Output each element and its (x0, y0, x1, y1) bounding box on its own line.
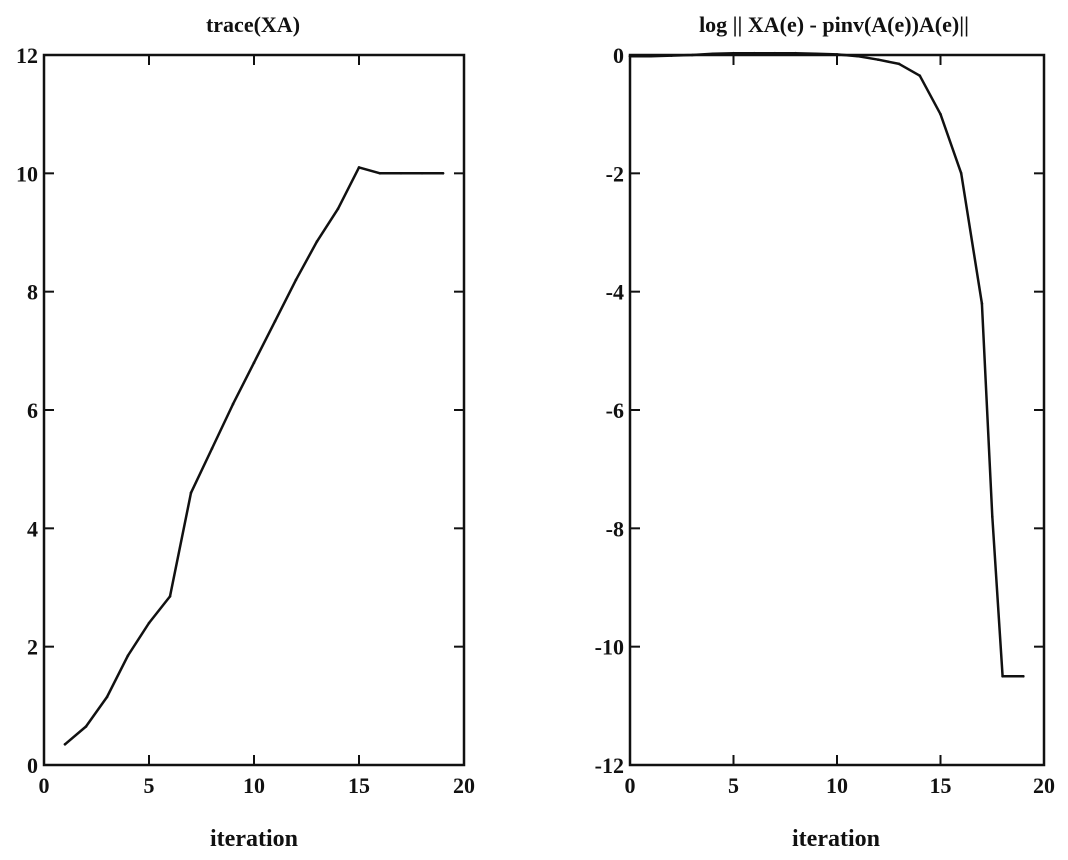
left-data-point (126, 654, 130, 657)
right-data-point (1022, 675, 1025, 678)
left-data-point (315, 240, 319, 243)
left-x-tick-label: 10 (243, 773, 265, 798)
right-data-point (877, 58, 880, 61)
right-data-point (918, 74, 922, 77)
right-y-tick-label: 0 (613, 43, 624, 68)
left-y-tick-label: 2 (27, 635, 38, 660)
right-data-point (752, 51, 756, 55)
right-y-tick-label: -8 (606, 516, 624, 541)
left-data-point (210, 447, 214, 450)
right-data-point (732, 51, 735, 55)
left-data-point (147, 621, 151, 625)
left-data-point (168, 595, 172, 598)
right-y-tick-label: -6 (606, 398, 624, 423)
left-x-tick-label: 20 (453, 773, 475, 798)
left-y-tick-label: 4 (27, 516, 38, 541)
right-data-point (856, 54, 859, 58)
right-axis-ticks: 0 5 10 15 20 0 -2 -4 -6 -8 -10 -12 (595, 43, 1055, 798)
left-y-tick-label: 6 (27, 398, 38, 423)
left-data-points (63, 166, 445, 746)
right-x-tick-label: 5 (728, 773, 739, 798)
right-data-point (628, 54, 632, 58)
right-x-tick-label: 15 (930, 773, 952, 798)
left-data-point (336, 207, 340, 211)
left-x-tick-label: 15 (348, 773, 370, 798)
left-data-point (378, 172, 382, 175)
left-series-line (63, 166, 445, 746)
right-chart: log || XA(e) - pinv(A(e))A(e)|| 0 5 10 15 20… (595, 12, 1055, 852)
right-data-point (835, 53, 839, 56)
left-data-point (441, 172, 445, 175)
right-data-point (939, 112, 942, 116)
left-y-tick-label: 12 (16, 43, 38, 68)
left-axis-ticks: 0 5 10 15 20 0 2 4 6 8 10 12 (16, 43, 475, 798)
right-data-point (897, 62, 901, 66)
right-data-point (794, 51, 797, 55)
right-data-points (628, 51, 1025, 678)
right-data-point (1001, 675, 1004, 678)
right-plot-frame (628, 53, 1046, 767)
right-x-axis-label: iteration (792, 826, 880, 852)
right-data-point (670, 54, 673, 57)
left-data-point (231, 402, 235, 406)
left-x-tick-label: 0 (39, 773, 50, 798)
right-data-point (980, 302, 984, 305)
left-data-point (189, 491, 193, 495)
left-data-point (273, 320, 277, 323)
right-x-tick-label: 10 (826, 773, 848, 798)
right-chart-title: log || XA(e) - pinv(A(e))A(e)|| (699, 12, 969, 37)
left-x-tick-label: 5 (144, 773, 155, 798)
right-y-tick-label: -2 (606, 161, 624, 186)
left-plot-frame (42, 53, 466, 767)
left-data-point (399, 172, 403, 175)
right-data-point (959, 172, 963, 175)
right-series-line (628, 51, 1025, 678)
right-data-point (991, 515, 994, 518)
left-data-point (357, 166, 361, 169)
right-x-tick-label: 0 (625, 773, 636, 798)
left-data-point (252, 361, 256, 365)
left-data-point (84, 725, 88, 728)
right-data-point (649, 54, 652, 58)
left-y-tick-label: 8 (27, 280, 38, 305)
left-y-tick-label: 10 (16, 161, 38, 186)
left-data-point (105, 695, 109, 699)
left-x-axis-label: iteration (210, 826, 298, 852)
right-data-point (773, 51, 777, 55)
left-chart: trace(XA) 0 5 10 15 20 0 2 4 6 8 10 12 iteration (16, 12, 475, 852)
right-y-tick-label: -10 (595, 635, 624, 660)
left-data-point (294, 278, 298, 282)
right-data-point (815, 52, 818, 56)
right-y-tick-label: -4 (606, 280, 624, 305)
right-y-tick-label: -12 (595, 753, 624, 778)
left-chart-title: trace(XA) (206, 12, 300, 37)
right-data-point (690, 53, 694, 57)
left-data-point (63, 743, 67, 746)
left-y-tick-label: 0 (27, 753, 38, 778)
right-data-point (711, 52, 715, 56)
right-x-tick-label: 20 (1033, 773, 1055, 798)
left-data-point (420, 172, 424, 175)
